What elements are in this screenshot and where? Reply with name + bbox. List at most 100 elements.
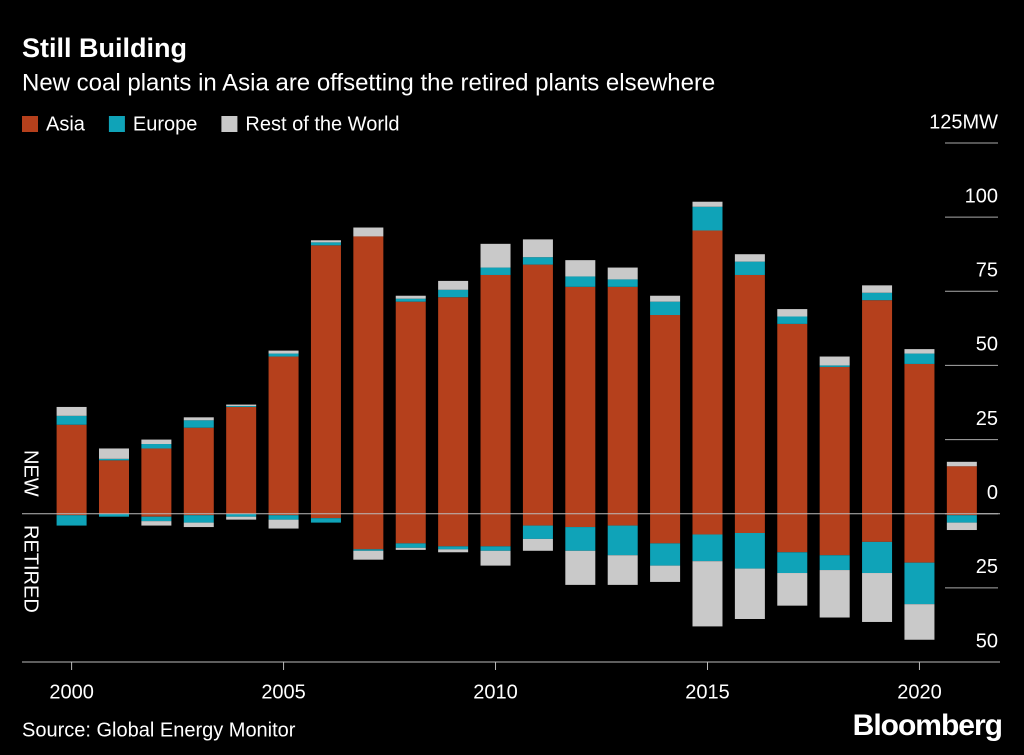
- bar-segment: [268, 519, 299, 529]
- bar-segment: [310, 240, 341, 243]
- bar-segment: [607, 267, 638, 280]
- bar-segment: [480, 243, 511, 268]
- y-tick-label: 75: [976, 260, 998, 282]
- bar-segment: [438, 280, 469, 290]
- bar-segment: [141, 439, 172, 445]
- brand: Bloomberg: [853, 709, 1002, 742]
- bar-segment: [56, 406, 87, 416]
- bar-segment: [395, 513, 426, 544]
- bar-segment: [692, 534, 723, 562]
- x-tick-label: 2020: [897, 681, 942, 703]
- chart-title: Still Building: [22, 33, 187, 63]
- bar-segment: [183, 417, 214, 421]
- bar-segment: [438, 549, 469, 553]
- bar-segment: [268, 350, 299, 354]
- bar-segment: [565, 550, 596, 585]
- bar-segment: [226, 516, 257, 520]
- bar-segment: [862, 285, 893, 293]
- bar-segment: [522, 538, 553, 551]
- bar-segment: [777, 316, 808, 324]
- bar-segment: [819, 570, 850, 618]
- bar-segment: [480, 546, 511, 551]
- y-tick-label: 25: [976, 556, 998, 578]
- bar-segment: [56, 515, 87, 526]
- bar-segment: [522, 525, 553, 539]
- bar-segment: [904, 349, 935, 354]
- legend-label: Asia: [46, 113, 86, 135]
- bar-segment: [777, 513, 808, 553]
- bar-segment: [607, 286, 638, 514]
- y-tick-label: 100: [965, 185, 998, 207]
- bar-segment: [141, 444, 172, 449]
- bar-segment: [692, 561, 723, 627]
- bar-segment: [607, 555, 638, 585]
- bar-segment: [692, 206, 723, 231]
- bar-segment: [522, 264, 553, 514]
- bar-segment: [395, 295, 426, 299]
- bar-segment: [353, 549, 384, 551]
- bar-segment: [226, 404, 257, 407]
- bar-segment: [56, 415, 87, 425]
- bar-segment: [734, 274, 765, 514]
- bar-segment: [268, 356, 299, 514]
- bar-segment: [141, 448, 172, 514]
- bar-segment: [607, 513, 638, 526]
- bar-segment: [310, 242, 341, 246]
- bar-segment: [183, 420, 214, 428]
- bar-segment: [734, 254, 765, 262]
- bar-segment: [310, 245, 341, 514]
- bar-segment: [607, 525, 638, 556]
- bar-segment: [480, 513, 511, 547]
- bar-segment: [819, 555, 850, 571]
- bar-segment: [268, 515, 299, 520]
- bar-segment: [438, 289, 469, 298]
- bar-segment: [98, 458, 129, 461]
- bar-segment: [141, 516, 172, 522]
- bar-segment: [904, 604, 935, 640]
- bar-segment: [183, 522, 214, 528]
- bar-segment: [98, 448, 129, 459]
- bar-segment: [692, 513, 723, 535]
- bar-segment: [522, 257, 553, 265]
- bar-segment: [862, 292, 893, 301]
- bar-segment: [141, 521, 172, 526]
- bar-segment: [904, 562, 935, 605]
- bar-segment: [650, 513, 681, 544]
- source: Source: Global Energy Monitor: [22, 719, 296, 741]
- bar-segment: [268, 513, 299, 516]
- bar-segment: [734, 568, 765, 619]
- bar-segment: [777, 323, 808, 514]
- bar-segment: [353, 550, 384, 560]
- bar-segment: [565, 513, 596, 528]
- bar-segment: [438, 297, 469, 514]
- bar-segment: [946, 461, 977, 467]
- bar-segment: [819, 366, 850, 514]
- bar-segment: [56, 513, 87, 516]
- bar-segment: [310, 513, 341, 519]
- y-tick-label: 50: [976, 630, 998, 652]
- bar-segment: [141, 513, 172, 517]
- bar-segment: [904, 513, 935, 563]
- bar-segment: [692, 230, 723, 514]
- bar-segment: [268, 353, 299, 357]
- bar-segment: [226, 406, 257, 514]
- bar-segment: [650, 543, 681, 566]
- bar-segment: [353, 227, 384, 237]
- bar-segment: [183, 515, 214, 523]
- x-tick-label: 2015: [685, 681, 730, 703]
- bar-segment: [395, 547, 426, 550]
- legend-swatch: [221, 116, 238, 132]
- bar-segment: [777, 573, 808, 606]
- bar-segment: [650, 301, 681, 316]
- bar-segment: [438, 513, 469, 547]
- legend-swatch: [108, 116, 125, 132]
- bar-segment: [183, 427, 214, 514]
- bar-segment: [734, 261, 765, 275]
- bar-segment: [480, 267, 511, 275]
- chart-subtitle: New coal plants in Asia are offsetting t…: [22, 69, 715, 96]
- bar-segment: [183, 513, 214, 516]
- y-tick-label: 25: [976, 408, 998, 430]
- bar-segment: [565, 527, 596, 551]
- bar-segment: [650, 295, 681, 302]
